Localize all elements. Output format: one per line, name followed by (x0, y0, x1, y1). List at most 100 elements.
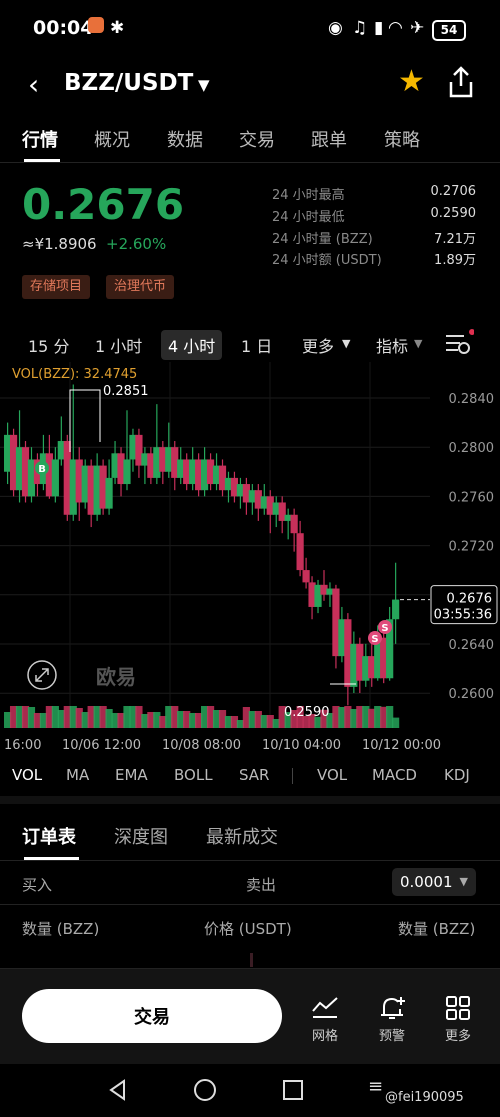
indicator-caret-icon[interactable]: ▼ (414, 337, 423, 350)
stat-label-low: 24 小时最低 (272, 210, 345, 225)
candle-body (266, 496, 274, 515)
tab-trade[interactable]: 交易 (239, 130, 275, 151)
tag-governance[interactable]: 治理代币 (106, 275, 175, 299)
nav-home-icon[interactable] (193, 1078, 217, 1102)
ind-ma[interactable]: MA (66, 766, 90, 784)
ind-sar[interactable]: SAR (239, 766, 270, 784)
candle-body (380, 637, 388, 679)
ind-kdj[interactable]: KDJ (444, 766, 470, 784)
sell-marker-icon (378, 620, 392, 634)
tab-latest-trades[interactable]: 最新成交 (206, 827, 278, 848)
grid-button[interactable]: 网格 (300, 995, 350, 1044)
volume-bar (308, 714, 316, 728)
candle-body (224, 477, 233, 491)
tab-overview[interactable]: 概况 (94, 130, 130, 151)
alert-button[interactable]: 预警 (367, 995, 417, 1044)
volume-bar (201, 706, 209, 728)
volume-bar (171, 706, 179, 728)
pair-dropdown-icon[interactable]: ▼ (198, 76, 210, 94)
volume-bar (195, 713, 203, 728)
tab-data[interactable]: 数据 (167, 130, 203, 151)
nav-recents-icon[interactable] (281, 1078, 305, 1102)
volume-bar (39, 713, 48, 728)
trade-button[interactable]: 交易 (22, 989, 282, 1043)
chart-settings-icon[interactable] (444, 328, 474, 356)
stat-label-volume: 24 小时量 (BZZ) (272, 232, 373, 247)
orderbook-tabs: 订单表 深度图 最新成交 (0, 804, 500, 861)
volume-bar (81, 712, 89, 728)
x-axis-label: 10/12 00:00 (362, 738, 441, 753)
candle-body (368, 656, 376, 679)
tab-copy-trade[interactable]: 跟单 (311, 130, 347, 151)
candle-body (195, 459, 203, 491)
candle-body (338, 619, 346, 657)
candlestick-chart[interactable]: 0.28400.28000.27600.27200.26800.26400.26… (0, 362, 500, 757)
battery-icon: 54 (432, 20, 466, 41)
more-button[interactable]: 更多 (433, 995, 483, 1044)
y-axis-label: 0.2600 (449, 687, 495, 702)
stat-value-turnover: 1.89万 (434, 253, 476, 268)
candle-body (183, 459, 191, 485)
ind-boll[interactable]: BOLL (174, 766, 213, 784)
volume-bar (87, 706, 95, 728)
interval-more[interactable]: 更多 (302, 337, 335, 356)
candle-body (129, 434, 137, 460)
back-icon[interactable]: ‹ (28, 68, 40, 101)
favorite-star-icon[interactable]: ★ (398, 64, 425, 99)
candle-body (356, 643, 364, 681)
volume-bar (356, 706, 364, 728)
volume-bar (27, 707, 36, 728)
ind-macd[interactable]: MACD (372, 766, 417, 784)
candle-body (87, 465, 95, 515)
share-icon[interactable] (446, 64, 476, 100)
precision-dropdown[interactable]: 0.0001 ▼ (392, 868, 476, 896)
indicator-menu[interactable]: 指标 (376, 337, 409, 356)
tag-storage[interactable]: 存储项目 (22, 275, 91, 299)
candle-body (165, 447, 173, 472)
fullscreen-icon (27, 660, 57, 690)
ind-vol[interactable]: VOL (12, 766, 43, 784)
candle-body (93, 465, 101, 515)
more-caret-icon[interactable]: ▼ (342, 337, 351, 350)
indicator-divider (292, 768, 293, 784)
candle-body (212, 465, 221, 485)
interval-1h[interactable]: 1 小时 (95, 337, 143, 356)
buy-marker-icon (35, 461, 49, 475)
low-marker-label: 0.2590 (284, 705, 330, 720)
tab-strategy[interactable]: 策略 (384, 130, 420, 151)
candle-body (75, 459, 83, 503)
tab-depth[interactable]: 深度图 (114, 827, 168, 848)
interval-4h[interactable]: 4 小时 (161, 330, 223, 360)
candle-body (260, 496, 268, 509)
candle-body (362, 656, 370, 681)
interval-1d[interactable]: 1 日 (241, 337, 273, 356)
fullscreen-arrows-icon (35, 668, 49, 682)
candle-body (332, 588, 340, 657)
candle-body (320, 584, 328, 595)
volume-bar (332, 706, 340, 728)
candle-body (308, 582, 316, 607)
pair-title[interactable]: BZZ/USDT (64, 70, 194, 96)
current-price-label: 0.2676 (447, 592, 493, 607)
x-axis-label: 10/10 04:00 (262, 738, 341, 753)
candle-body (57, 441, 65, 460)
x-axis-label: 10/06 12:00 (62, 738, 141, 753)
ind-ema[interactable]: EMA (115, 766, 148, 784)
wifi-icon: ◠ (388, 18, 403, 38)
candle-body (248, 490, 256, 503)
volume-bar (93, 706, 101, 728)
ind-sub-vol[interactable]: VOL (317, 766, 348, 784)
nav-back-icon[interactable] (106, 1078, 130, 1102)
interval-15m[interactable]: 15 分 (28, 337, 70, 356)
headphones-icon: ♫ (352, 18, 368, 38)
candle-body (314, 584, 322, 607)
tab-market[interactable]: 行情 (22, 130, 58, 151)
candle-body (350, 643, 358, 687)
orderbook-divider (0, 904, 500, 905)
nav-menu-icon[interactable]: ≡ (368, 1076, 384, 1097)
volume-bar (165, 706, 173, 728)
indicator-tabs: VOL MA EMA BOLL SAR VOL MACD KDJ (0, 758, 500, 794)
tab-orderbook[interactable]: 订单表 (22, 827, 76, 848)
volume-bar (266, 715, 274, 728)
candle-body (171, 447, 179, 478)
